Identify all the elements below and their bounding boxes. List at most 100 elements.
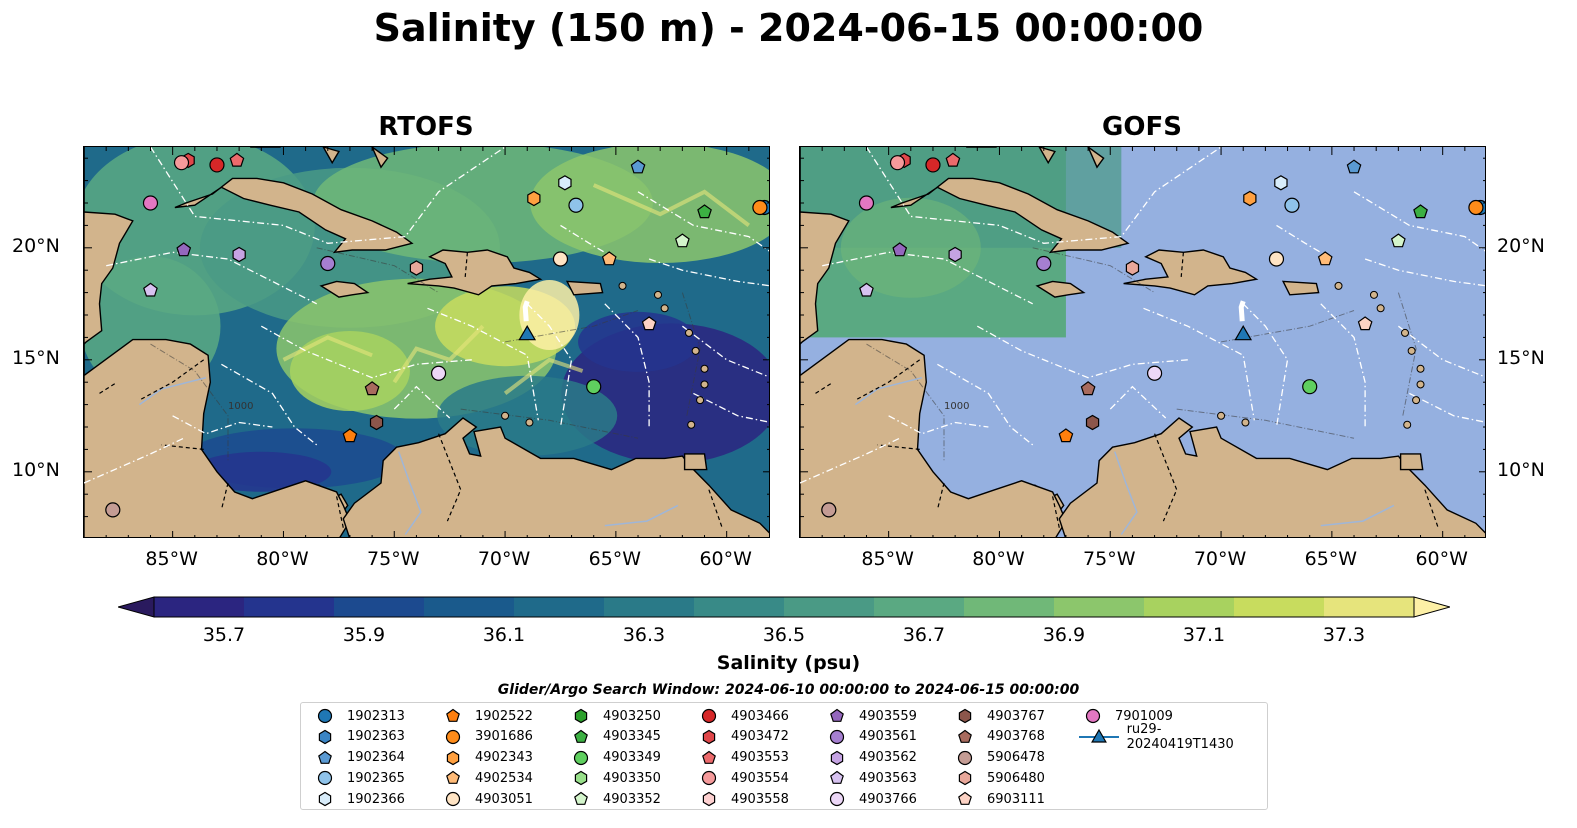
- float-5906478[interactable]: [105, 502, 121, 518]
- float-4902343[interactable]: [527, 190, 541, 207]
- float-4903767[interactable]: [1085, 414, 1100, 431]
- legend-label: 4903250: [603, 708, 661, 724]
- float-4903766[interactable]: [1146, 365, 1163, 381]
- lat-label-left: 15°N: [12, 346, 60, 369]
- float-4903559[interactable]: [892, 242, 908, 257]
- legend-hexagon: [318, 791, 332, 807]
- legend-label: 1902313: [347, 708, 405, 724]
- float-1902365[interactable]: [568, 197, 584, 213]
- float-4903554[interactable]: [173, 155, 190, 171]
- float-6903111[interactable]: [1357, 316, 1373, 331]
- legend-marker: [958, 708, 972, 724]
- eez-line: [637, 191, 769, 252]
- float-5906480[interactable]: [409, 260, 424, 276]
- legend-marker: [702, 729, 716, 744]
- float-4903562[interactable]: [232, 246, 246, 263]
- legend-marker: [318, 791, 332, 807]
- land-masses: [84, 147, 769, 537]
- rtofs-map-panel[interactable]: 1000: [83, 146, 770, 538]
- land-bahamas1: [322, 147, 340, 165]
- bathymetry-contour: [866, 343, 945, 461]
- river-line: [1320, 504, 1395, 527]
- bathymetry-contour: [1221, 310, 1355, 343]
- float-4903466[interactable]: [925, 157, 941, 173]
- glider-ru29[interactable]: [1234, 325, 1253, 341]
- island: [1241, 418, 1250, 427]
- float-4903051[interactable]: [552, 251, 569, 267]
- glider-track: [522, 300, 530, 322]
- float-4903349[interactable]: [586, 379, 602, 395]
- legend-item: 4903766: [823, 789, 917, 809]
- float-1902366[interactable]: [558, 175, 572, 191]
- float-1902364[interactable]: [1346, 159, 1362, 174]
- land-pr: [565, 280, 604, 296]
- island: [501, 411, 510, 420]
- float-1902365[interactable]: [1284, 197, 1300, 213]
- legend-marker: [958, 791, 972, 806]
- eez-line: [149, 147, 506, 244]
- float-4903345[interactable]: [697, 204, 712, 219]
- legend-item: 1902365: [311, 768, 405, 788]
- float-1902364[interactable]: [630, 159, 646, 174]
- legend-label: 4903466: [731, 708, 789, 724]
- colorbar-segment: [424, 597, 515, 617]
- legend-label: 4903553: [731, 750, 789, 766]
- float-7901009[interactable]: [142, 195, 159, 211]
- float-4903345[interactable]: [1413, 204, 1428, 219]
- float-4903768[interactable]: [1080, 381, 1096, 396]
- float-1902366[interactable]: [1274, 175, 1288, 191]
- float-4903768[interactable]: [364, 381, 380, 396]
- colorbar-segment: [154, 597, 245, 617]
- float-4903766[interactable]: [430, 365, 447, 381]
- legend-marker: [574, 771, 588, 786]
- float-7901009[interactable]: [858, 195, 875, 211]
- lon-label: 75°W: [367, 548, 420, 570]
- land-hispaniola: [407, 249, 543, 296]
- float-4903554[interactable]: [889, 155, 906, 171]
- float-4903563[interactable]: [859, 282, 874, 297]
- float-4903553[interactable]: [229, 152, 245, 167]
- eez-boundaries: [800, 147, 1485, 484]
- float-4902534[interactable]: [1317, 251, 1333, 266]
- island: [1403, 420, 1412, 429]
- bathymetry-contour: [150, 343, 229, 461]
- float-5906480[interactable]: [1125, 260, 1140, 276]
- float-4903561[interactable]: [1036, 255, 1052, 272]
- river-line: [397, 451, 422, 535]
- float-4903561[interactable]: [320, 255, 336, 272]
- gofs-map-panel[interactable]: 1000: [799, 146, 1486, 538]
- float-1902522[interactable]: [342, 428, 358, 443]
- search-window-label: Glider/Argo Search Window: 2024-06-10 00…: [497, 682, 1080, 698]
- float-4903553[interactable]: [945, 152, 961, 167]
- bathymetry-contour: [460, 408, 639, 439]
- contour-label: 1000: [228, 401, 253, 412]
- legend-item: 4902534: [439, 768, 533, 788]
- country-border: [336, 496, 344, 528]
- float-4903466[interactable]: [209, 157, 225, 173]
- float-4902343[interactable]: [1243, 190, 1257, 207]
- float-4903559[interactable]: [176, 242, 192, 257]
- colorbar-extend-max: [1413, 596, 1452, 618]
- lat-label-left: 10°N: [12, 458, 60, 481]
- eez-line: [1353, 191, 1485, 252]
- glider-ru29[interactable]: [518, 325, 537, 341]
- legend-item: 4903767: [951, 706, 1045, 726]
- float-4902534[interactable]: [601, 251, 617, 266]
- float-4903563[interactable]: [143, 282, 158, 297]
- legend-marker: [573, 750, 589, 765]
- legend-marker: [446, 750, 460, 765]
- float-3901686[interactable]: [752, 199, 768, 216]
- legend-item: 4903352: [567, 789, 661, 809]
- float-4903352[interactable]: [1390, 233, 1406, 248]
- float-5906478[interactable]: [821, 502, 837, 518]
- legend-marker: [830, 750, 844, 765]
- float-4903562[interactable]: [948, 246, 962, 263]
- legend-item: 4903472: [695, 727, 789, 747]
- float-4903349[interactable]: [1302, 379, 1318, 395]
- float-3901686[interactable]: [1468, 199, 1484, 216]
- float-6903111[interactable]: [641, 316, 657, 331]
- float-4903352[interactable]: [674, 233, 690, 248]
- float-4903767[interactable]: [369, 414, 384, 431]
- float-1902522[interactable]: [1058, 428, 1074, 443]
- float-4903051[interactable]: [1268, 251, 1285, 267]
